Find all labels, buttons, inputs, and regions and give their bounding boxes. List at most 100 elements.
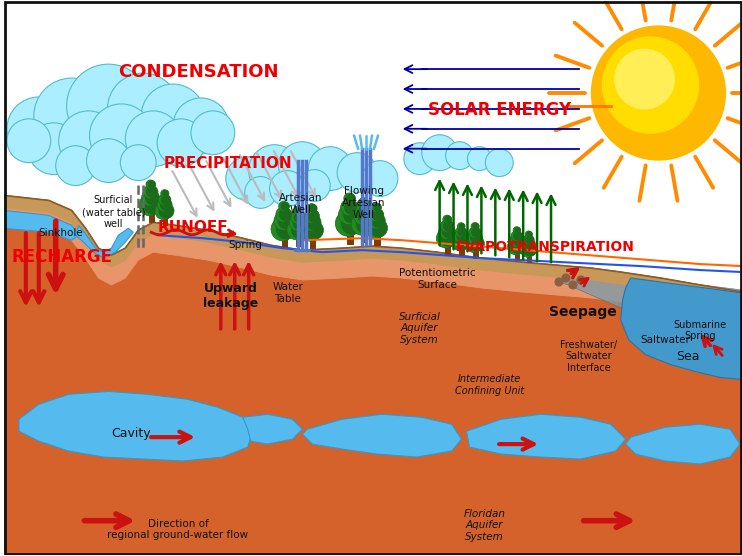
Text: Water
Table: Water Table bbox=[272, 282, 303, 304]
Circle shape bbox=[293, 206, 302, 215]
Text: Upward
leakage: Upward leakage bbox=[203, 282, 258, 310]
Circle shape bbox=[508, 238, 525, 255]
Circle shape bbox=[287, 220, 307, 240]
Polygon shape bbox=[374, 237, 380, 245]
Circle shape bbox=[56, 146, 96, 186]
Circle shape bbox=[125, 111, 181, 167]
Circle shape bbox=[249, 145, 301, 196]
Circle shape bbox=[470, 231, 482, 244]
Text: Surficial
Aquifer
System: Surficial Aquifer System bbox=[398, 312, 441, 345]
Polygon shape bbox=[163, 219, 168, 225]
Polygon shape bbox=[281, 239, 287, 248]
Circle shape bbox=[562, 274, 570, 282]
Circle shape bbox=[372, 209, 384, 221]
Circle shape bbox=[157, 197, 171, 212]
Circle shape bbox=[162, 190, 169, 197]
Circle shape bbox=[443, 221, 454, 231]
Circle shape bbox=[525, 239, 535, 249]
Polygon shape bbox=[4, 337, 742, 554]
Circle shape bbox=[347, 193, 355, 203]
Text: Cavity: Cavity bbox=[111, 427, 151, 440]
Circle shape bbox=[191, 111, 234, 155]
Circle shape bbox=[341, 199, 357, 216]
Circle shape bbox=[7, 97, 70, 161]
Text: Floridan
Aquifer
System: Floridan Aquifer System bbox=[464, 509, 505, 542]
Circle shape bbox=[469, 227, 480, 238]
Circle shape bbox=[291, 211, 304, 224]
Circle shape bbox=[525, 235, 534, 244]
Circle shape bbox=[513, 227, 520, 234]
Circle shape bbox=[525, 231, 532, 237]
Text: Intermediate
Confining Unit: Intermediate Confining Unit bbox=[455, 375, 524, 396]
Text: Potentiometric
Surface: Potentiometric Surface bbox=[399, 268, 476, 290]
Circle shape bbox=[279, 208, 292, 221]
Circle shape bbox=[146, 180, 155, 189]
Circle shape bbox=[141, 84, 205, 148]
Circle shape bbox=[469, 236, 485, 251]
Text: Surficial
(water table)
well: Surficial (water table) well bbox=[82, 196, 145, 229]
Circle shape bbox=[245, 177, 277, 208]
Circle shape bbox=[458, 227, 467, 237]
Circle shape bbox=[307, 210, 320, 222]
Circle shape bbox=[356, 203, 370, 217]
Circle shape bbox=[307, 203, 316, 213]
Text: Flowing
Artesian
Well: Flowing Artesian Well bbox=[342, 186, 386, 220]
Circle shape bbox=[441, 230, 457, 247]
Polygon shape bbox=[309, 240, 315, 248]
Polygon shape bbox=[467, 414, 626, 459]
Circle shape bbox=[371, 214, 385, 228]
Circle shape bbox=[510, 234, 523, 247]
Circle shape bbox=[457, 223, 464, 230]
Polygon shape bbox=[626, 424, 740, 464]
Circle shape bbox=[511, 240, 525, 254]
Circle shape bbox=[444, 216, 452, 223]
Circle shape bbox=[446, 142, 473, 170]
Circle shape bbox=[436, 229, 456, 248]
Circle shape bbox=[108, 73, 179, 145]
Circle shape bbox=[370, 208, 383, 221]
Circle shape bbox=[614, 48, 675, 110]
Circle shape bbox=[356, 215, 375, 234]
Circle shape bbox=[143, 185, 157, 198]
Circle shape bbox=[471, 227, 481, 237]
Circle shape bbox=[358, 209, 372, 224]
Circle shape bbox=[459, 224, 465, 229]
Text: SOLAR ENERGY: SOLAR ENERGY bbox=[427, 101, 571, 119]
Circle shape bbox=[289, 215, 305, 231]
Circle shape bbox=[335, 211, 361, 236]
Polygon shape bbox=[4, 196, 742, 554]
Polygon shape bbox=[148, 214, 154, 222]
Polygon shape bbox=[4, 210, 79, 240]
Circle shape bbox=[338, 205, 358, 225]
Circle shape bbox=[295, 207, 303, 214]
Circle shape bbox=[34, 78, 109, 153]
Circle shape bbox=[161, 190, 168, 197]
Circle shape bbox=[524, 243, 537, 256]
Circle shape bbox=[7, 119, 50, 162]
Circle shape bbox=[161, 195, 171, 205]
Polygon shape bbox=[76, 225, 134, 258]
Circle shape bbox=[146, 186, 158, 197]
Circle shape bbox=[120, 145, 156, 181]
Circle shape bbox=[160, 198, 172, 211]
Text: Spring: Spring bbox=[229, 240, 263, 250]
Circle shape bbox=[139, 195, 160, 216]
Text: Sinkhole: Sinkhole bbox=[39, 229, 84, 239]
Circle shape bbox=[302, 214, 320, 231]
Circle shape bbox=[439, 224, 454, 239]
Polygon shape bbox=[473, 251, 478, 258]
Circle shape bbox=[159, 194, 170, 205]
Circle shape bbox=[456, 236, 470, 250]
Text: Saltwater: Saltwater bbox=[640, 335, 690, 345]
Circle shape bbox=[374, 203, 381, 211]
Circle shape bbox=[281, 202, 289, 211]
Circle shape bbox=[300, 219, 322, 241]
Circle shape bbox=[309, 147, 352, 191]
Circle shape bbox=[465, 235, 483, 252]
Circle shape bbox=[456, 227, 466, 237]
Circle shape bbox=[142, 190, 158, 206]
Circle shape bbox=[602, 36, 699, 134]
Circle shape bbox=[467, 230, 482, 245]
Circle shape bbox=[362, 161, 398, 196]
Circle shape bbox=[148, 181, 156, 188]
